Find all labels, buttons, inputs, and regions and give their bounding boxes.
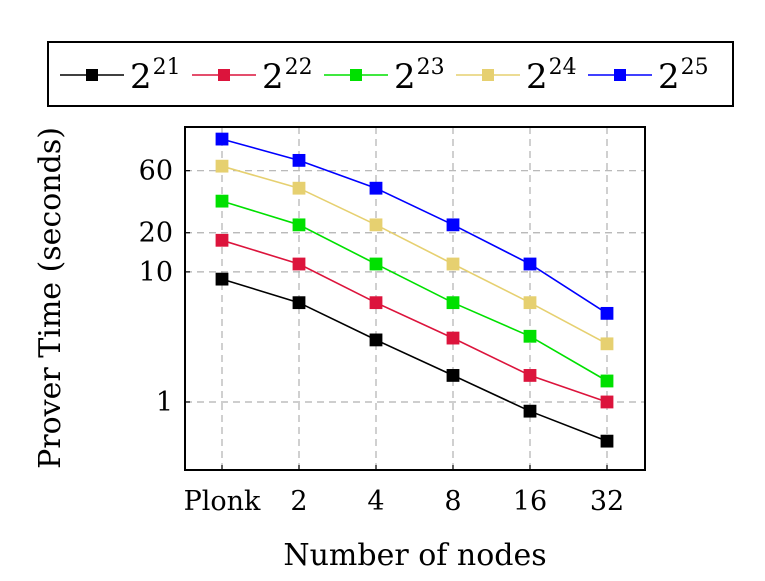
- data-point: [215, 272, 229, 286]
- x-tick-label: 8: [444, 486, 461, 517]
- y-axis-title: Prover Time (seconds): [33, 127, 68, 469]
- data-point: [369, 296, 383, 310]
- data-point: [523, 404, 537, 418]
- data-point: [369, 181, 383, 195]
- x-tick-label: 2: [290, 486, 307, 517]
- data-point: [215, 159, 229, 173]
- series-line: [221, 165, 608, 345]
- x-tick-label: 4: [367, 486, 384, 517]
- data-point: [215, 132, 229, 146]
- data-point: [369, 218, 383, 232]
- data-point: [446, 369, 460, 382]
- y-tick-label: 60: [139, 156, 173, 187]
- plot-frame: [184, 126, 646, 471]
- tick-labels: Plonk 2 4 8 16 32 1 10 20 60: [139, 156, 625, 517]
- data-point: [600, 374, 614, 388]
- data-point: [600, 306, 614, 320]
- data-point: [600, 337, 614, 351]
- data-point: [446, 257, 460, 271]
- data-point: [292, 296, 306, 310]
- series-line: [221, 200, 608, 382]
- grid: [185, 127, 645, 470]
- y-tick-label: 1: [156, 387, 173, 418]
- legend-label: 222: [262, 55, 313, 97]
- x-tick-label: 32: [590, 486, 624, 517]
- series-line: [221, 278, 608, 442]
- data-point: [523, 296, 537, 310]
- legend-marker: [350, 69, 362, 81]
- legend-marker: [86, 69, 98, 81]
- data-point: [600, 434, 614, 448]
- data-point: [523, 329, 537, 343]
- x-tick-label: Plonk: [184, 486, 261, 517]
- data-point: [292, 181, 306, 195]
- legend-label: 225: [658, 55, 709, 97]
- y-tick-label: 10: [139, 257, 173, 288]
- data-point: [292, 257, 306, 271]
- data-point: [523, 369, 537, 382]
- series-line: [221, 239, 608, 403]
- data-point: [446, 218, 460, 232]
- data-point: [523, 257, 537, 271]
- data-point: [215, 194, 229, 208]
- legend-label: 221: [130, 55, 181, 97]
- data-point: [215, 233, 229, 247]
- legend-label: 224: [526, 55, 577, 97]
- data-point: [446, 331, 460, 345]
- x-axis-title: Number of nodes: [283, 538, 546, 573]
- data-point: [292, 218, 306, 232]
- y-tick-label: 20: [139, 218, 173, 249]
- data-point: [446, 296, 460, 310]
- legend-label: 223: [394, 55, 445, 97]
- series-group: [215, 132, 614, 448]
- legend: 221 222 223 224 225: [47, 41, 734, 107]
- data-point: [292, 153, 306, 167]
- x-tick-label: 16: [513, 486, 547, 517]
- legend-marker: [482, 69, 494, 81]
- legend-marker: [614, 69, 626, 81]
- data-point: [600, 395, 614, 409]
- data-point: [369, 333, 383, 347]
- data-point: [369, 257, 383, 271]
- legend-marker: [218, 69, 230, 81]
- series-line: [221, 138, 608, 315]
